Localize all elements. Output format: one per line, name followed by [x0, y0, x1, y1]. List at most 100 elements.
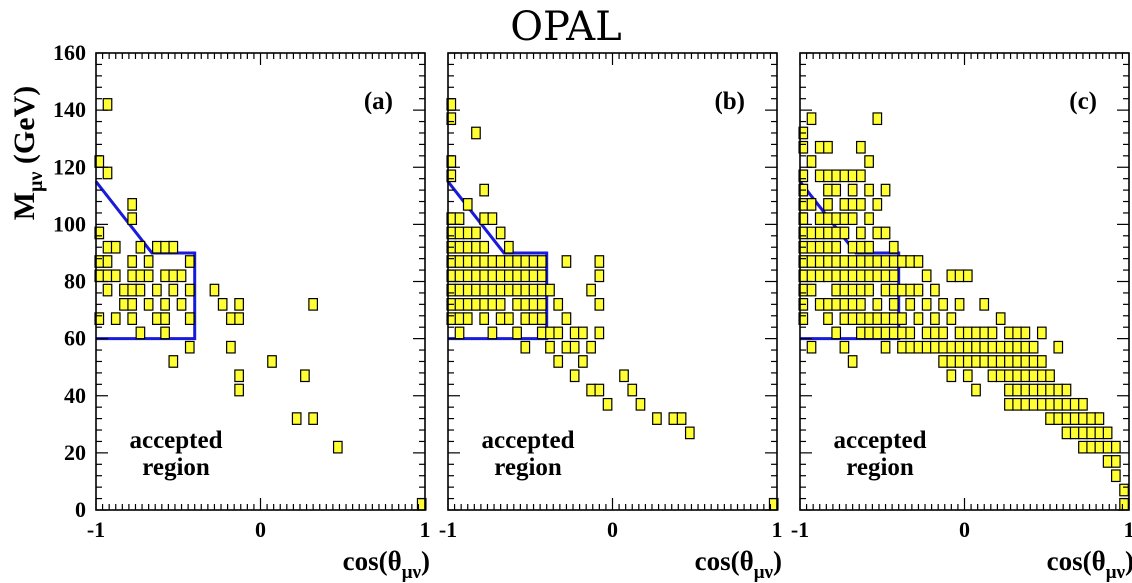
- data-marker: [553, 326, 564, 340]
- data-marker: [504, 312, 514, 325]
- data-marker: [839, 269, 850, 283]
- data-marker: [831, 226, 842, 240]
- data-marker: [462, 283, 473, 297]
- data-marker: [946, 340, 957, 354]
- data-marker: [495, 255, 506, 268]
- data-marker: [160, 269, 170, 283]
- data-marker: [1004, 326, 1014, 340]
- data-marker: [962, 340, 973, 354]
- data-marker: [119, 283, 129, 297]
- data-marker: [880, 226, 891, 240]
- data-marker: [462, 255, 473, 268]
- data-marker: [152, 240, 162, 254]
- data-marker: [946, 355, 957, 368]
- data-marker: [905, 283, 916, 297]
- data-marker: [954, 269, 965, 283]
- data-marker: [479, 312, 490, 325]
- data-marker: [1078, 412, 1088, 425]
- data-marker: [619, 369, 629, 383]
- data-marker: [479, 298, 490, 311]
- data-marker: [897, 312, 907, 325]
- data-marker: [234, 369, 244, 383]
- data-marker: [930, 340, 940, 354]
- data-marker: [814, 212, 825, 226]
- data-marker: [602, 397, 613, 411]
- data-marker: [946, 269, 957, 283]
- data-marker: [1053, 397, 1064, 411]
- data-marker: [1069, 426, 1080, 440]
- data-marker: [578, 326, 588, 340]
- data-marker: [102, 255, 113, 268]
- data-marker: [856, 298, 866, 311]
- data-marker: [234, 312, 244, 325]
- data-marker: [872, 269, 883, 283]
- data-marker: [814, 226, 825, 240]
- data-marker: [856, 240, 866, 254]
- data-marker: [184, 283, 195, 297]
- data-marker: [823, 140, 833, 154]
- data-marker: [462, 312, 473, 325]
- data-marker: [553, 298, 564, 311]
- data-marker: [872, 198, 883, 211]
- data-marker: [823, 312, 833, 325]
- data-marker: [520, 298, 531, 311]
- data-marker: [520, 255, 531, 268]
- data-marker: [135, 269, 146, 283]
- data-marker: [168, 269, 179, 283]
- data-marker: [921, 269, 932, 283]
- data-marker: [308, 298, 318, 311]
- data-marker: [880, 183, 891, 197]
- y-tick-label: 120: [53, 154, 86, 179]
- data-marker: [823, 169, 833, 183]
- data-marker: [1061, 412, 1072, 425]
- data-marker: [495, 312, 506, 325]
- data-marker: [487, 283, 498, 297]
- data-marker: [1110, 455, 1121, 468]
- data-marker: [839, 198, 850, 211]
- data-marker: [1028, 340, 1039, 354]
- data-marker: [94, 312, 105, 325]
- data-marker: [938, 340, 948, 354]
- x-tick-label: 0: [255, 517, 266, 542]
- data-marker: [823, 226, 833, 240]
- data-marker: [135, 240, 146, 254]
- data-marker: [921, 340, 932, 354]
- panel-label: (c): [1069, 88, 1097, 115]
- data-marker: [102, 283, 113, 297]
- data-marker: [831, 283, 842, 297]
- data-marker: [1020, 326, 1031, 340]
- data-marker: [184, 312, 195, 325]
- data-marker: [184, 255, 195, 268]
- data-marker: [1036, 355, 1047, 368]
- data-marker: [831, 326, 842, 340]
- data-marker: [806, 240, 817, 254]
- data-marker: [561, 255, 572, 268]
- data-marker: [1110, 469, 1121, 483]
- data-marker: [954, 298, 965, 311]
- data-marker: [102, 269, 113, 283]
- data-marker: [814, 140, 825, 154]
- data-marker: [536, 269, 547, 283]
- data-marker: [913, 340, 924, 354]
- data-marker: [921, 298, 932, 311]
- data-marker: [814, 240, 825, 254]
- data-marker: [1045, 397, 1055, 411]
- data-marker: [831, 269, 842, 283]
- data-marker: [504, 269, 514, 283]
- data-marker: [913, 312, 924, 325]
- data-marker: [176, 298, 187, 311]
- data-marker: [806, 255, 817, 268]
- x-tick-label: 0: [959, 517, 970, 542]
- data-marker: [454, 255, 465, 268]
- data-marker: [1053, 383, 1064, 397]
- data-marker: [864, 326, 874, 340]
- data-marker: [454, 283, 465, 297]
- data-marker: [921, 326, 932, 340]
- data-marker: [512, 283, 522, 297]
- data-marker: [954, 355, 965, 368]
- data-marker: [668, 412, 679, 425]
- data-marker: [897, 326, 907, 340]
- x-tick-label: -1: [439, 517, 457, 542]
- data-marker: [847, 212, 858, 226]
- data-marker: [872, 112, 883, 126]
